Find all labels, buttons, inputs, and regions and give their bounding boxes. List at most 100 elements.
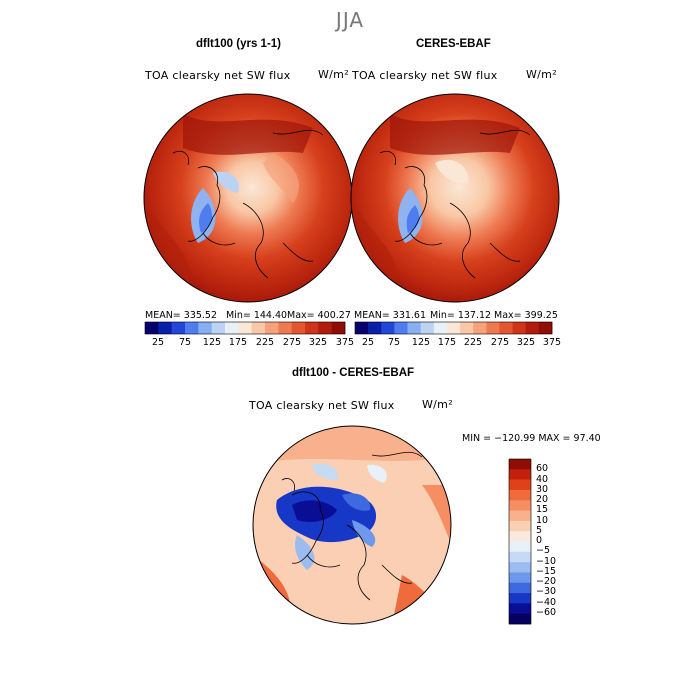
colorbar-tick: 60 [536, 463, 549, 474]
colorbar-tick: 40 [536, 474, 549, 485]
colorbar-tick: 0 [536, 535, 543, 546]
colorbar-swatch [265, 322, 279, 334]
colorbar-swatch [509, 531, 531, 542]
diff-title: dflt100 - CERES-EBAF [292, 367, 415, 379]
colorbar-tick: 75 [387, 337, 401, 348]
panel-left-min: Min= 144.40 [226, 310, 288, 321]
colorbar-difference [508, 458, 532, 625]
colorbar-tick: 275 [490, 337, 510, 348]
colorbar-swatch [394, 322, 408, 334]
colorbar-tick: −40 [536, 597, 557, 608]
colorbar-tick: 225 [463, 337, 483, 348]
colorbar-left [144, 321, 346, 335]
colorbar-tick: −20 [536, 576, 557, 587]
panel-left-variable: TOA clearsky net SW flux [145, 69, 291, 82]
colorbar-swatch [331, 322, 346, 334]
colorbar-swatch [251, 322, 266, 334]
colorbar-swatch [486, 322, 500, 334]
colorbar-swatch [509, 510, 531, 522]
colorbar-swatch [407, 322, 421, 334]
colorbar-tick: 20 [536, 494, 549, 505]
colorbar-swatch [509, 541, 531, 553]
colorbar-swatch [381, 322, 395, 334]
colorbar-tick: 175 [228, 337, 248, 348]
colorbar-swatch [291, 322, 306, 334]
polar-map-model [143, 93, 353, 303]
panel-right-variable: TOA clearsky net SW flux [352, 69, 498, 82]
colorbar-swatch [509, 520, 531, 532]
colorbar-swatch [420, 322, 435, 334]
colorbar-difference-ticks: 60 40 30 20 15 10 5 0 −5 −10 −15 −20 −30… [536, 459, 576, 629]
season-title: JJA [335, 8, 365, 32]
colorbar-swatch [509, 489, 531, 501]
colorbar-tick: 375 [542, 337, 562, 348]
panel-left-units: W/m² [318, 68, 349, 81]
colorbar-tick: −60 [536, 607, 557, 618]
colorbar-swatch [499, 322, 513, 334]
colorbar-frame [508, 458, 532, 625]
colorbar-swatch [509, 582, 531, 594]
colorbar-tick: −10 [536, 556, 557, 567]
colorbar-swatch [225, 322, 239, 334]
colorbar-swatch [509, 459, 531, 470]
colorbar-swatch [278, 322, 292, 334]
panel-right-units: W/m² [526, 68, 557, 81]
colorbar-swatch [433, 322, 448, 334]
colorbar-tick: 75 [178, 337, 192, 348]
colorbar-tick: 15 [536, 504, 549, 515]
colorbar-swatch [158, 322, 172, 334]
colorbar-frame [144, 321, 346, 335]
colorbar-tick: 325 [308, 337, 328, 348]
colorbar-swatch [509, 500, 531, 511]
colorbar-swatch [512, 322, 527, 334]
colorbar-swatch [509, 562, 531, 573]
colorbar-swatch [509, 613, 531, 625]
colorbar-swatch [509, 572, 531, 584]
colorbar-swatch [446, 322, 461, 334]
panel-right-max: Max= 399.25 [494, 310, 558, 321]
colorbar-swatch [509, 603, 531, 614]
colorbar-swatch [211, 322, 226, 334]
colorbar-tick: 225 [255, 337, 275, 348]
colorbar-swatch [509, 479, 531, 491]
colorbar-swatch [509, 469, 531, 480]
colorbar-swatch [305, 322, 319, 334]
colorbar-swatch [145, 322, 159, 334]
colorbar-swatch [460, 322, 474, 334]
colorbar-swatch [171, 322, 186, 334]
colorbar-swatch [525, 322, 540, 334]
colorbar-right-ticks: 25 75 125 175 225 275 325 375 [355, 337, 561, 349]
diff-variable: TOA clearsky net SW flux [249, 399, 395, 412]
colorbar-frame [354, 321, 553, 335]
colorbar-tick: 125 [411, 337, 431, 348]
colorbar-tick: 5 [536, 525, 543, 536]
colorbar-right [354, 321, 553, 335]
colorbar-swatch [185, 322, 199, 334]
colorbar-tick: 175 [437, 337, 457, 348]
diff-units: W/m² [422, 398, 453, 411]
colorbar-tick: 25 [151, 337, 165, 348]
panel-left-max: Max= 400.27 [287, 310, 351, 321]
colorbar-tick: 30 [536, 484, 549, 495]
panel-right-title: CERES-EBAF [416, 38, 491, 50]
colorbar-swatch [368, 322, 382, 334]
polar-map-difference [252, 425, 452, 625]
colorbar-tick: 325 [516, 337, 536, 348]
colorbar-tick: −15 [536, 566, 557, 577]
panel-right-mean: MEAN= 331.61 [354, 310, 427, 321]
colorbar-swatch [238, 322, 252, 334]
colorbar-swatch [198, 322, 212, 334]
colorbar-tick: 375 [335, 337, 355, 348]
colorbar-swatch [318, 322, 332, 334]
colorbar-tick: 25 [361, 337, 375, 348]
panel-right-min: Min= 137.12 [430, 310, 492, 321]
polar-map-observed [350, 93, 560, 303]
colorbar-left-ticks: 25 75 125 175 225 275 325 375 [145, 337, 354, 349]
colorbar-swatch [355, 322, 369, 334]
colorbar-swatch [473, 322, 487, 334]
colorbar-swatch [509, 593, 531, 604]
colorbar-tick: 125 [202, 337, 222, 348]
colorbar-swatch [509, 551, 531, 563]
diff-range: MIN = −120.99 MAX = 97.40 [462, 433, 601, 444]
colorbar-swatch [538, 322, 553, 334]
